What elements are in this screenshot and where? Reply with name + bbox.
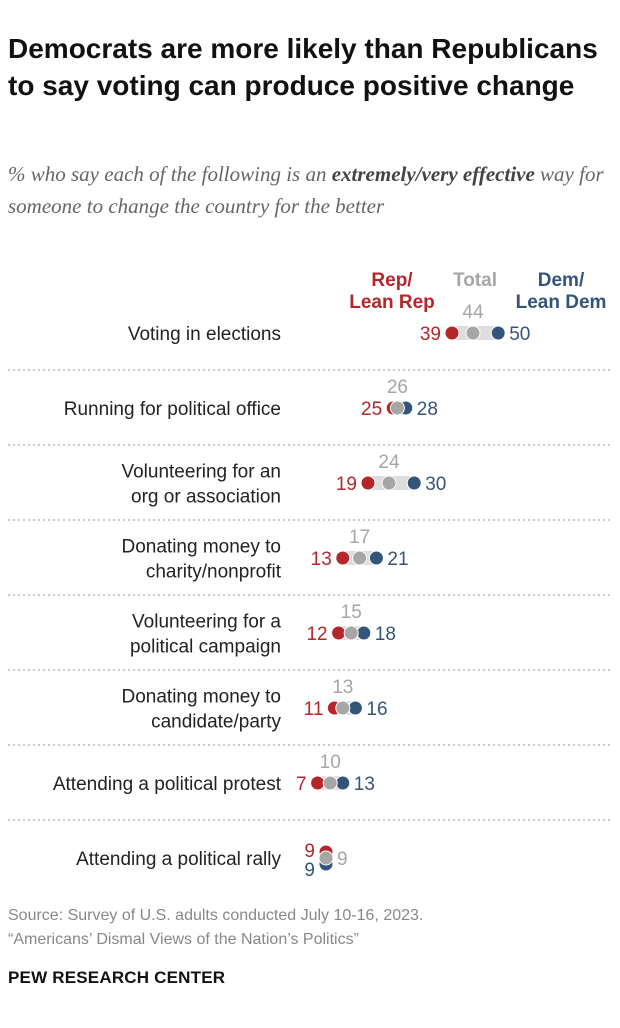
total-value-label: 44 (462, 302, 484, 323)
source-line: Source: Survey of U.S. adults conducted … (8, 907, 424, 924)
legend-rep-label: Lean Rep (349, 292, 435, 313)
category-label: charity/nonprofit (146, 562, 282, 583)
dem-dot (335, 775, 351, 791)
total-dot (381, 475, 397, 491)
rep-value-label: 39 (420, 324, 441, 345)
dem-dot (347, 700, 363, 716)
dem-value-label: 21 (387, 549, 408, 570)
subtitle-text-start: % who say each of the following is an (8, 162, 332, 186)
legend-rep-label: Rep/ (371, 270, 413, 291)
category-label: Attending a political protest (53, 774, 282, 795)
chart-subtitle: % who say each of the following is an ex… (8, 158, 614, 222)
subtitle-text-end: way for someone to change the country fo… (8, 162, 604, 218)
category-label: Volunteering for an (121, 462, 281, 483)
dem-dot (368, 550, 384, 566)
legend-dem-label: Lean Dem (516, 292, 607, 313)
total-dot (322, 775, 338, 791)
total-value-label: 17 (349, 527, 370, 548)
category-label: Volunteering for a (132, 612, 281, 633)
dem-value-label: 18 (375, 624, 396, 645)
dem-value-label: 30 (425, 474, 446, 495)
total-dot (335, 700, 351, 716)
total-dot (343, 625, 359, 641)
source-note: Source: Survey of U.S. adults conducted … (8, 904, 423, 952)
category-label: Voting in elections (128, 324, 281, 345)
dem-dot (356, 625, 372, 641)
rep-dot (335, 550, 351, 566)
total-dot (389, 400, 405, 416)
category-label: Donating money to (122, 687, 282, 708)
rep-value-label: 12 (306, 624, 327, 645)
category-label: Attending a political rally (76, 849, 281, 870)
rep-value-label: 11 (304, 699, 324, 720)
category-label: Running for political office (64, 399, 281, 420)
category-label: candidate/party (151, 712, 281, 733)
total-dot (352, 550, 368, 566)
rep-dot (360, 475, 376, 491)
dem-value-label: 50 (509, 324, 530, 345)
legend-dem-label: Dem/ (538, 270, 585, 291)
category-label: Donating money to (122, 537, 282, 558)
dem-value-label: 13 (354, 774, 375, 795)
category-label: political campaign (130, 637, 281, 658)
rep-dot (310, 775, 326, 791)
dem-value-label: 16 (366, 699, 387, 720)
total-value-label: 9 (337, 849, 348, 870)
total-value-label: 10 (320, 752, 341, 773)
chart-title: Democrats are more likely than Republica… (8, 33, 598, 101)
subtitle-emphasis: extremely/very effective (331, 162, 535, 186)
dot-plot: Rep/Lean Rep Total Dem/Lean Dem Voting in e… (8, 270, 612, 881)
rep-value-label: 9 (304, 841, 315, 862)
rep-value-label: 25 (361, 399, 382, 420)
organization-name: PEW RESEARCH CENTER (8, 968, 226, 987)
rep-value-label: 19 (336, 474, 357, 495)
total-value-label: 26 (387, 377, 408, 398)
total-dot (318, 850, 334, 866)
legend-total-label: Total (453, 270, 497, 291)
total-dot (465, 325, 481, 341)
rep-dot (444, 325, 460, 341)
rep-value-label: 7 (296, 774, 307, 795)
total-value-label: 24 (378, 452, 400, 473)
total-value-label: 13 (332, 677, 353, 698)
dem-dot (406, 475, 422, 491)
total-value-label: 15 (341, 602, 362, 623)
dem-value-label: 28 (417, 399, 438, 420)
rep-value-label: 13 (311, 549, 332, 570)
rep-dot (331, 625, 347, 641)
category-label: org or association (131, 487, 281, 508)
report-title-line: “Americans’ Dismal Views of the Nation’s… (8, 931, 359, 948)
dem-dot (490, 325, 506, 341)
dem-value-label: 9 (304, 860, 315, 881)
